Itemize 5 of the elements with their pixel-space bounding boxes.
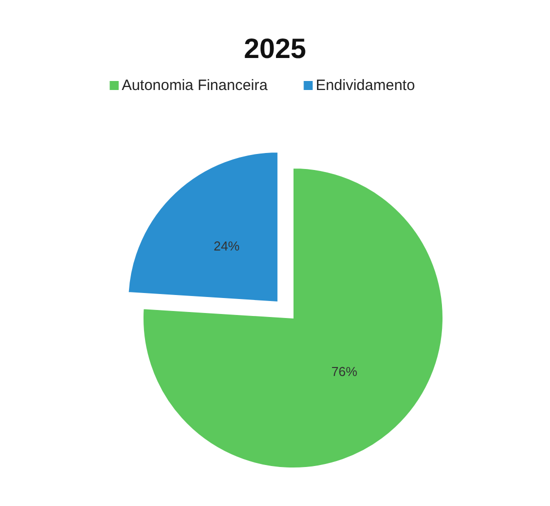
legend-label: Endividamento	[316, 76, 415, 94]
data-label: 24%	[214, 238, 240, 254]
legend-label: Autonomia Financeira	[122, 76, 268, 94]
data-label: 76%	[331, 364, 358, 380]
chart-title: 2025	[244, 33, 306, 64]
